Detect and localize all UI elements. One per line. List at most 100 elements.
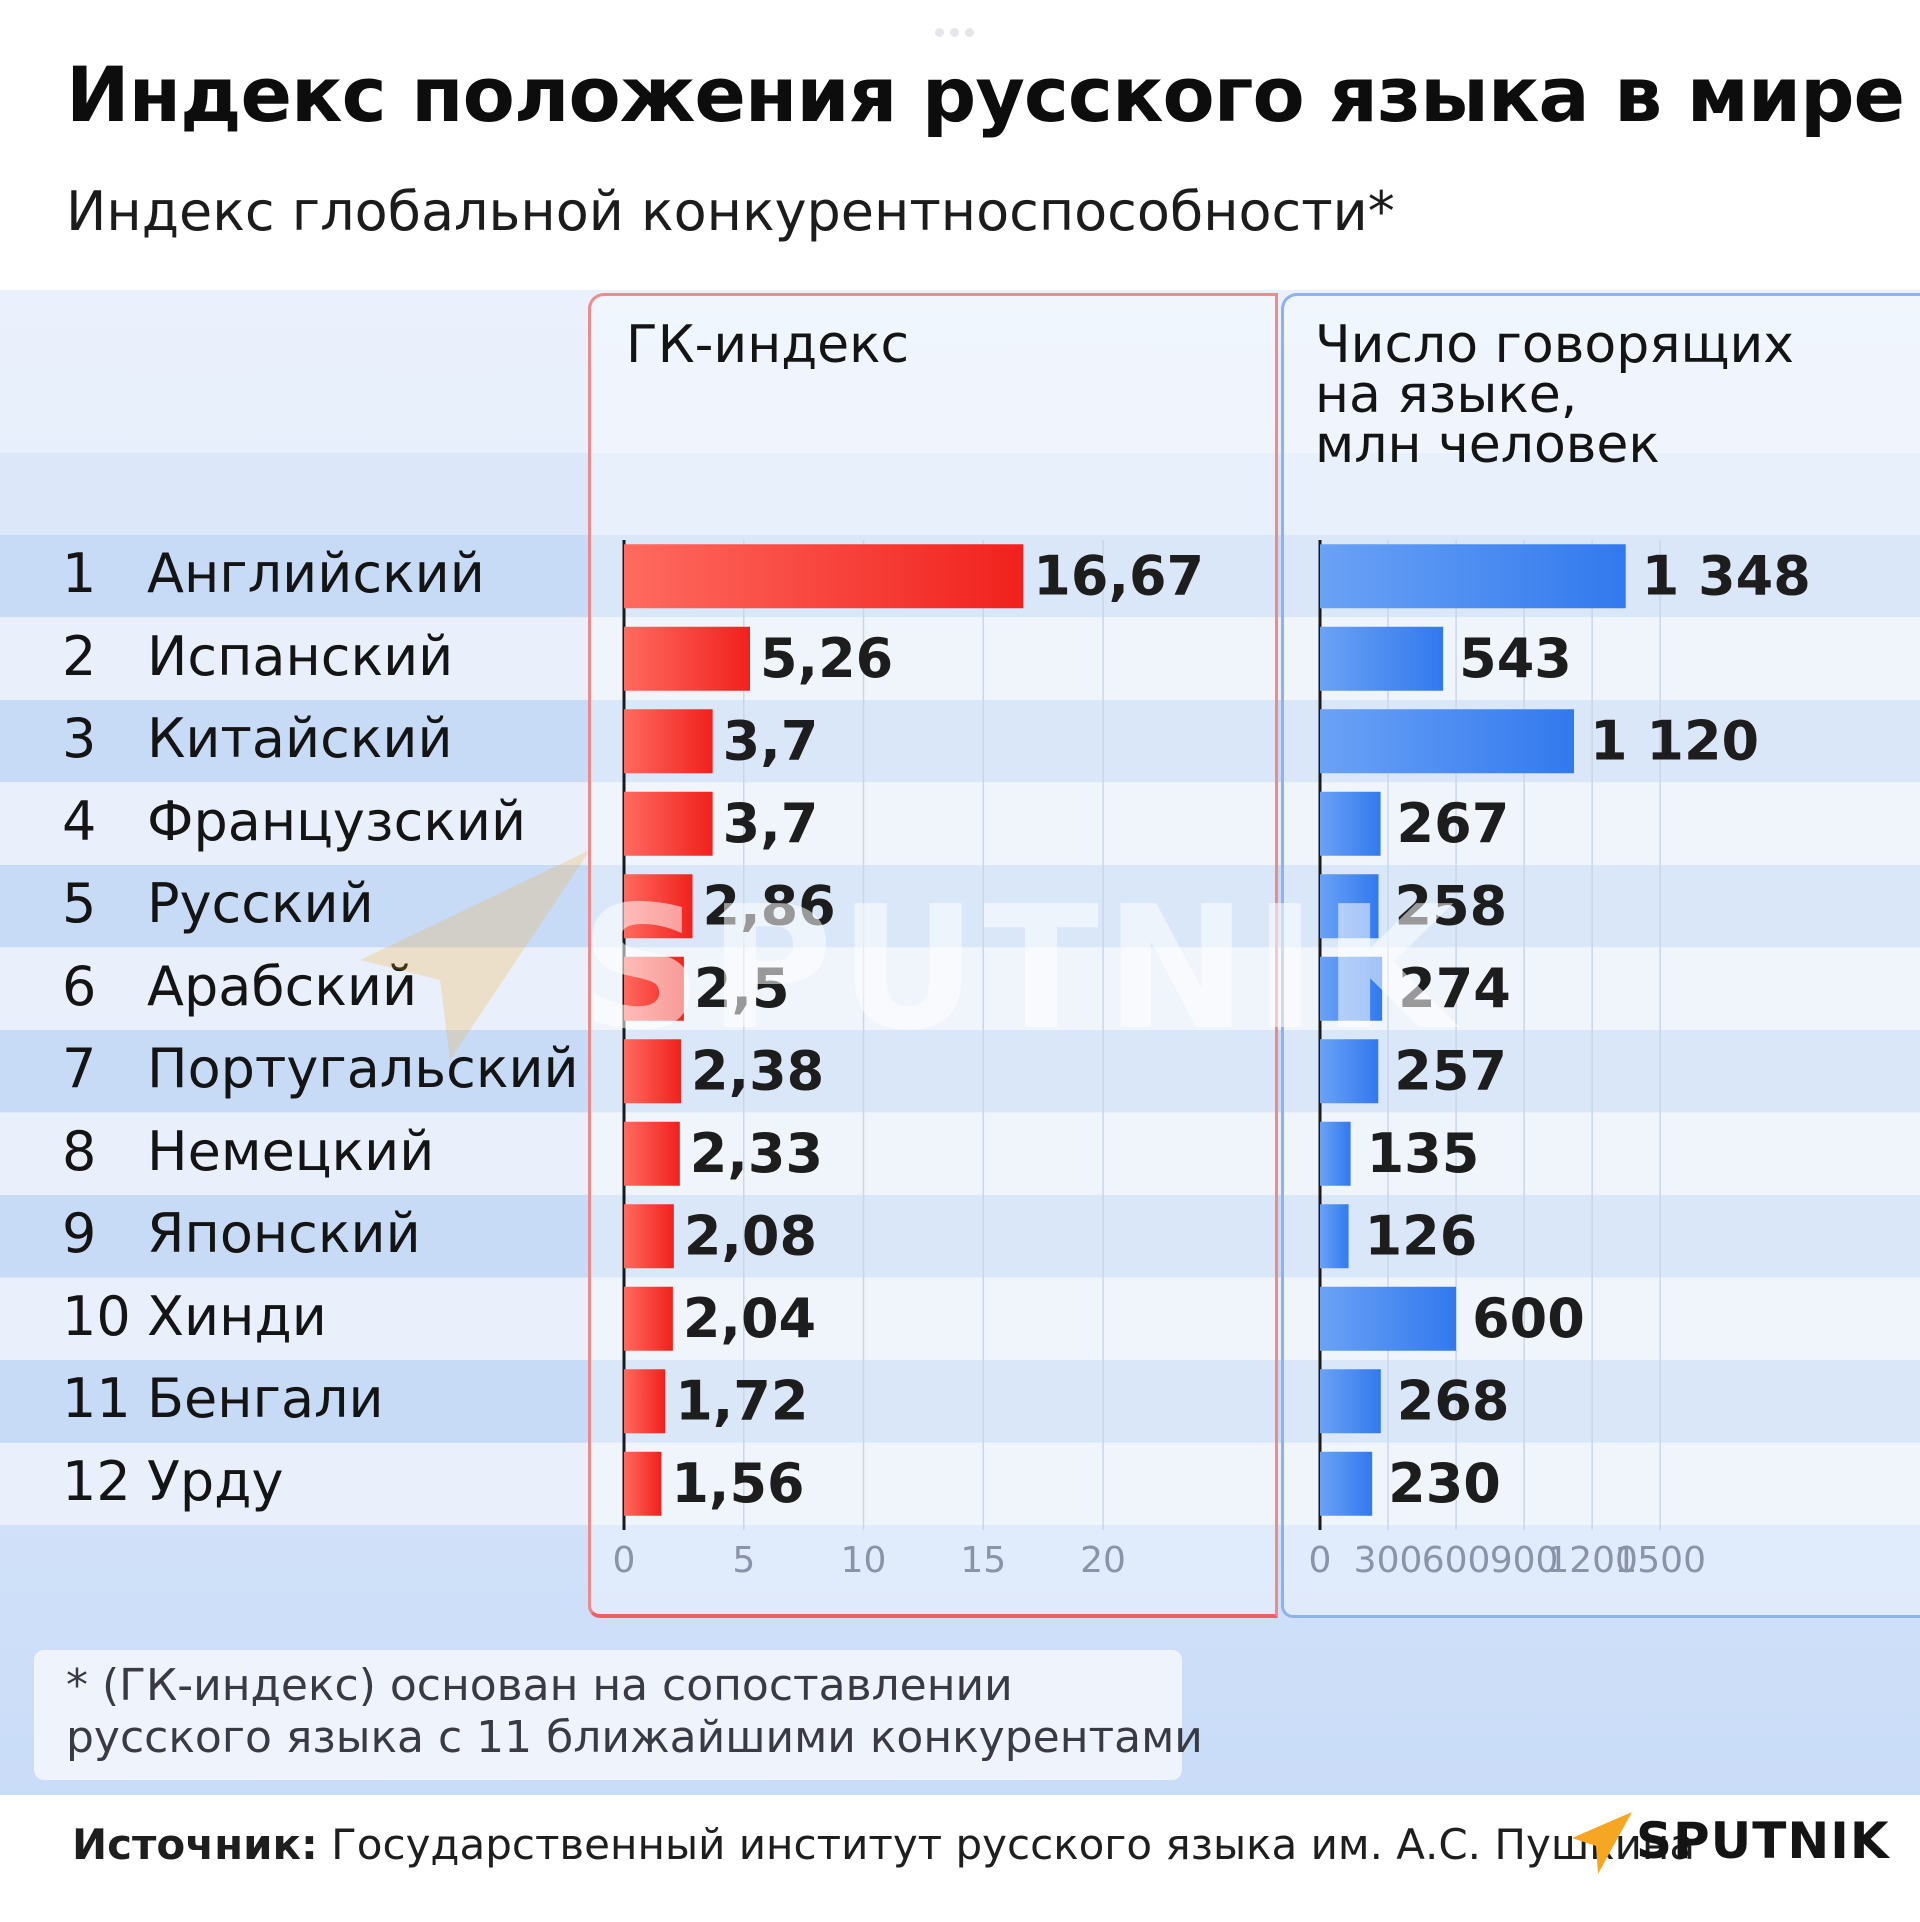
bar <box>624 956 684 1021</box>
gk-index-header: ГК-индекс <box>626 315 910 375</box>
tick-label: 10 <box>841 1540 887 1581</box>
bar <box>1320 1286 1457 1351</box>
table-row <box>0 1195 1920 1277</box>
tick-label: 600 <box>1422 1540 1491 1581</box>
language-label: Урду <box>147 1449 284 1513</box>
language-label: Арабский <box>147 954 418 1018</box>
bar <box>1320 1451 1373 1516</box>
bar <box>624 874 693 939</box>
language-label: Английский <box>147 542 485 605</box>
page-title: Индекс положения русского языка в мире <box>66 50 1905 139</box>
bar <box>1320 709 1575 774</box>
data-label: 135 <box>1367 1122 1480 1185</box>
language-label: Японский <box>147 1202 421 1265</box>
data-label: 2,04 <box>683 1287 816 1350</box>
tick-label: 15 <box>960 1540 1006 1581</box>
data-label: 267 <box>1397 792 1510 855</box>
source-label: Источник: <box>72 1820 318 1869</box>
rank-label: 4 <box>62 789 97 853</box>
footnote-box <box>34 1650 1182 1780</box>
language-label: Русский <box>147 872 374 935</box>
source-line: Источник: Государственный институт русск… <box>72 1820 1695 1869</box>
table-row <box>0 865 1920 947</box>
bar <box>1320 626 1444 691</box>
data-label: 230 <box>1388 1452 1501 1515</box>
language-label: Китайский <box>147 707 453 770</box>
bar <box>624 1121 680 1186</box>
data-label: 274 <box>1398 957 1511 1020</box>
bar <box>1320 1039 1379 1104</box>
bar <box>1320 956 1383 1021</box>
language-label: Французский <box>147 789 527 853</box>
tick-label: 300 <box>1354 1540 1423 1581</box>
rank-label: 11 <box>62 1367 131 1430</box>
data-label: 2,38 <box>691 1039 824 1102</box>
bar <box>1320 1121 1351 1186</box>
drag-handle <box>935 22 995 37</box>
sputnik-arrow-icon <box>1572 1812 1632 1874</box>
bar <box>624 791 713 856</box>
table-row <box>0 1442 1920 1525</box>
language-label: Немецкий <box>147 1119 435 1183</box>
tick-label: 0 <box>613 1540 636 1581</box>
data-label: 3,7 <box>723 709 819 772</box>
data-label: 1,72 <box>675 1369 808 1432</box>
data-label: 1,56 <box>671 1452 804 1515</box>
table-row <box>0 700 1920 782</box>
data-label: 258 <box>1395 874 1508 937</box>
bar <box>624 1286 673 1351</box>
table-row <box>0 452 1920 535</box>
rank-label: 2 <box>62 624 97 688</box>
data-label: 1 120 <box>1590 709 1759 772</box>
data-label: 543 <box>1459 627 1572 690</box>
tick-label: 1200 <box>1546 1540 1638 1581</box>
language-label: Бенгали <box>147 1367 384 1430</box>
bar <box>1320 1369 1381 1434</box>
table-row <box>0 1112 1920 1195</box>
bar <box>624 1369 666 1434</box>
speakers-header: Число говорящих на языке, млн человек <box>1315 315 1795 475</box>
bar <box>1320 1204 1349 1269</box>
logo-text: SPUTNIK <box>1636 1812 1890 1870</box>
data-label: 3,7 <box>723 792 819 855</box>
rank-label: 8 <box>62 1119 97 1183</box>
rank-label: 10 <box>62 1284 131 1348</box>
rank-label: 7 <box>62 1037 97 1100</box>
rank-label: 5 <box>62 872 97 935</box>
bar <box>1320 874 1379 939</box>
data-label: 2,5 <box>694 957 790 1020</box>
rank-label: 3 <box>62 707 97 770</box>
page-subtitle: Индекс глобальной конкурентноспособности… <box>66 180 1395 243</box>
language-label: Хинди <box>147 1284 327 1348</box>
data-label: 5,26 <box>760 627 893 690</box>
data-label: 268 <box>1397 1369 1510 1432</box>
language-label: Португальский <box>147 1037 579 1100</box>
data-label: 16,67 <box>1033 544 1204 607</box>
rank-label: 12 <box>62 1449 131 1513</box>
data-label: 126 <box>1365 1204 1478 1267</box>
table-row <box>0 947 1920 1030</box>
table-row <box>0 1030 1920 1112</box>
data-label: 1 348 <box>1642 544 1811 607</box>
footnote-text: * (ГК-индекс) основан на сопоставлении р… <box>66 1660 1203 1763</box>
source-text: Государственный институт русского языка … <box>317 1820 1696 1869</box>
language-label: Испанский <box>147 624 454 688</box>
tick-label: 0 <box>1309 1540 1332 1581</box>
table-row <box>0 1360 1920 1442</box>
bar <box>1320 791 1381 856</box>
gk-index-panel <box>588 293 1278 1618</box>
data-label: 600 <box>1472 1287 1585 1350</box>
data-label: 257 <box>1394 1039 1507 1102</box>
data-label: 2,33 <box>690 1122 823 1185</box>
tick-label: 20 <box>1080 1540 1126 1581</box>
bar <box>624 626 750 691</box>
tick-label: 1500 <box>1614 1540 1706 1581</box>
bar <box>624 1039 682 1104</box>
table-row <box>0 617 1920 700</box>
rank-label: 1 <box>62 542 97 605</box>
bar <box>624 709 713 774</box>
rank-label: 6 <box>62 954 97 1018</box>
data-label: 2,86 <box>703 874 836 937</box>
bar <box>624 1451 662 1516</box>
